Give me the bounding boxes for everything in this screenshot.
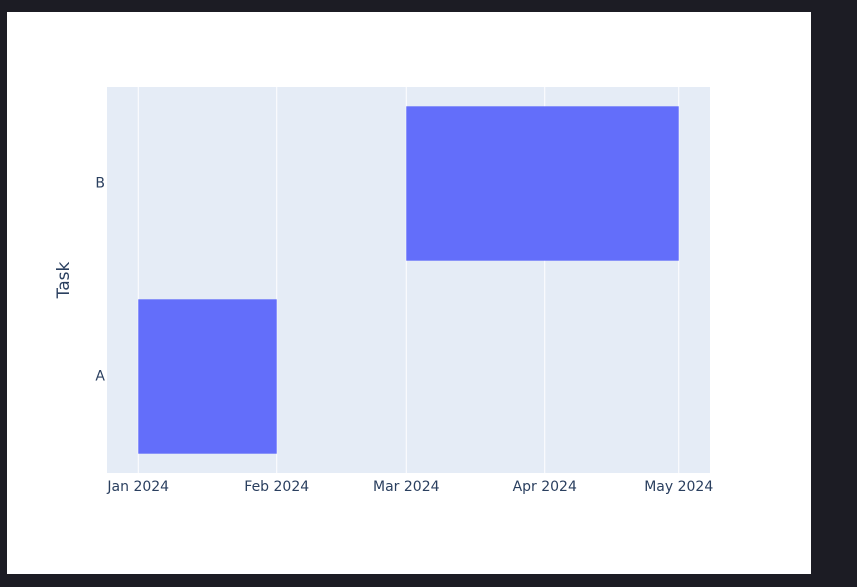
x-tick-label: Feb 2024	[244, 479, 309, 495]
y-axis-title: Task	[54, 262, 74, 300]
bar	[406, 106, 679, 261]
x-tick-label: May 2024	[644, 479, 713, 495]
y-tick-label: B	[95, 176, 105, 192]
x-tick-label: Jan 2024	[106, 479, 169, 495]
x-tick-label: Apr 2024	[513, 479, 577, 495]
x-tick-label: Mar 2024	[373, 479, 440, 495]
y-tick-label: A	[95, 369, 105, 385]
bar	[138, 299, 277, 454]
